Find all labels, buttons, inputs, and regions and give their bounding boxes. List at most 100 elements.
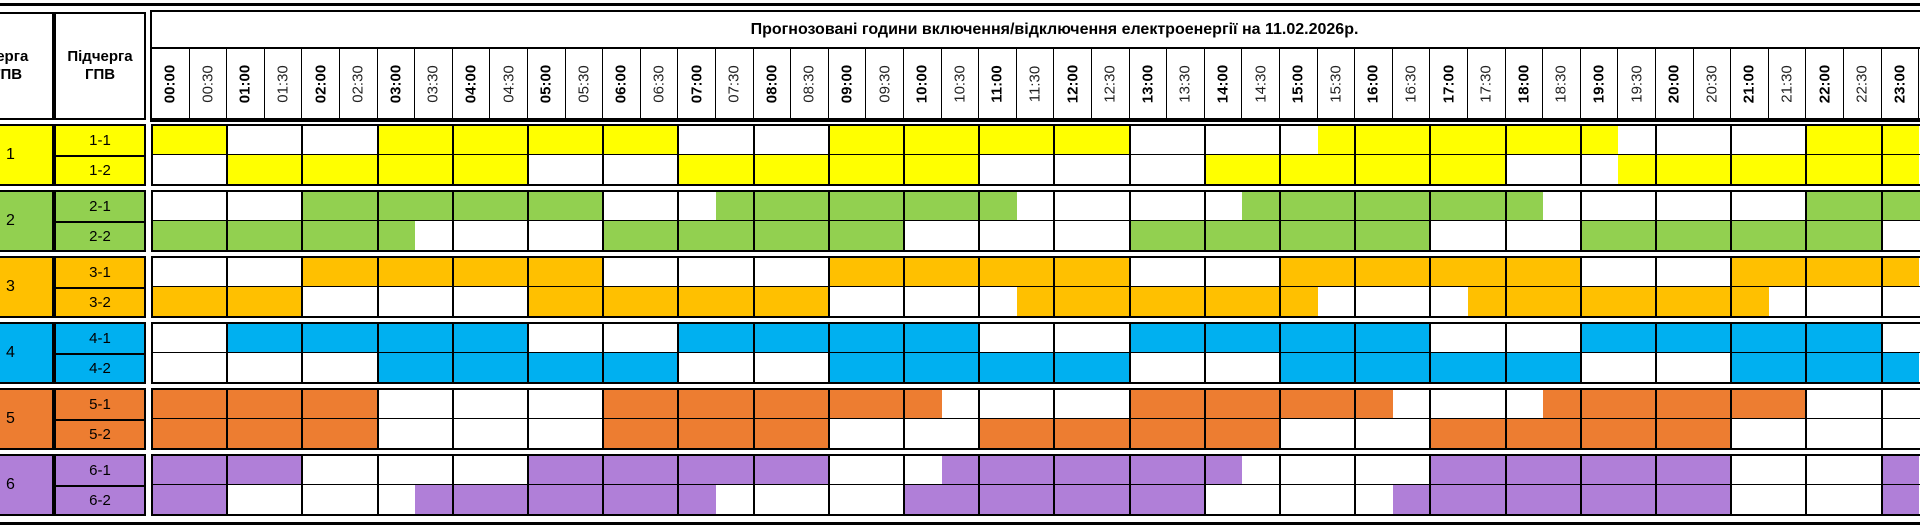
outage-slot: [415, 353, 453, 382]
power-slot: [1430, 324, 1468, 353]
hour-divider: [226, 388, 229, 450]
outage-slot: [753, 390, 792, 419]
outage-slot: [828, 324, 867, 353]
power-slot: [716, 126, 754, 155]
power-slot: [490, 221, 528, 250]
time-slot-label: 09:00: [838, 64, 856, 103]
power-slot: [1092, 221, 1130, 250]
power-slot: [1430, 390, 1468, 419]
outage-slot: [1768, 353, 1807, 382]
subgroup-3-1-cell: 3-1: [54, 256, 146, 289]
power-slot: [189, 155, 228, 184]
outage-slot: [490, 258, 528, 287]
time-slot-header: 06:30: [640, 49, 679, 120]
time-slot-label: 22:30: [1853, 64, 1871, 103]
hour-divider: [1128, 124, 1131, 186]
hour-divider: [1354, 256, 1357, 318]
power-slot: [941, 221, 980, 250]
outage-slot: [1693, 155, 1732, 184]
outage-slot: [264, 155, 303, 184]
hour-divider: [376, 388, 379, 450]
outage-slot: [791, 192, 829, 221]
power-slot: [189, 258, 228, 287]
outage-slot: [227, 324, 265, 353]
power-slot: [828, 419, 867, 448]
time-slot-label: 00:30: [199, 64, 217, 103]
outage-slot: [716, 456, 754, 485]
power-slot: [302, 485, 340, 514]
power-slot: [1280, 419, 1318, 448]
outage-slot: [1392, 485, 1431, 514]
power-slot: [753, 126, 792, 155]
outage-slot: [1167, 419, 1205, 448]
hour-divider: [1655, 124, 1657, 186]
outage-slot: [490, 324, 528, 353]
outage-slot: [1317, 324, 1356, 353]
outage-slot: [828, 192, 867, 221]
outage-slot: [1204, 456, 1243, 485]
time-slot-label: 01:00: [236, 64, 254, 103]
outage-slot: [490, 353, 528, 382]
outage-slot: [1768, 155, 1807, 184]
hour-divider: [1730, 454, 1733, 516]
outage-slot: [227, 155, 265, 184]
power-slot: [1167, 353, 1205, 382]
hour-divider: [451, 124, 454, 186]
hour-divider: [1128, 322, 1131, 384]
group-1-cell: 1: [0, 124, 54, 186]
outage-slot: [904, 126, 942, 155]
outage-slot: [452, 485, 491, 514]
hour-divider: [301, 124, 304, 186]
power-slot: [1543, 192, 1581, 221]
hour-divider: [903, 454, 905, 516]
power-slot: [1844, 485, 1882, 514]
subgroup-label: 5-2: [89, 426, 111, 443]
subgroup-column-header-label: Підчерга ГПВ: [67, 48, 133, 83]
outage-slot: [1355, 258, 1393, 287]
hour-divider: [752, 190, 755, 252]
power-slot: [1881, 324, 1920, 353]
outage-slot: [1580, 456, 1619, 485]
hour-divider: [1279, 190, 1281, 252]
outage-slot: [1016, 287, 1055, 316]
outage-slot: [678, 419, 716, 448]
outage-slot: [264, 419, 303, 448]
time-slot-label: 11:30: [1026, 65, 1044, 102]
outage-slot: [678, 287, 716, 316]
outage-slot: [1204, 221, 1243, 250]
outage-slot: [1392, 126, 1431, 155]
group-label: 6: [6, 476, 15, 493]
hour-divider: [1354, 124, 1357, 186]
outage-slot: [1618, 485, 1656, 514]
hour-divider: [1805, 124, 1808, 186]
power-slot: [1656, 258, 1694, 287]
power-slot: [640, 192, 679, 221]
power-slot: [490, 456, 528, 485]
outage-slot: [1204, 324, 1243, 353]
hour-divider: [1203, 388, 1206, 450]
outage-slot: [1844, 258, 1882, 287]
outage-slot: [1280, 258, 1318, 287]
outage-slot: [302, 324, 340, 353]
power-slot: [452, 221, 491, 250]
power-slot: [1054, 390, 1092, 419]
hour-divider: [602, 322, 605, 384]
time-slot-label: 19:00: [1590, 64, 1608, 103]
outage-slot: [1016, 126, 1055, 155]
hour-divider: [827, 190, 830, 252]
outage-slot: [340, 192, 378, 221]
power-slot: [565, 324, 604, 353]
power-slot: [1844, 456, 1882, 485]
power-slot: [791, 353, 829, 382]
outage-slot: [603, 419, 641, 448]
outage-slot: [979, 456, 1017, 485]
power-slot: [1016, 390, 1055, 419]
hour-divider: [301, 190, 304, 252]
time-slot-header: 14:00: [1204, 49, 1243, 120]
outage-slot: [1693, 419, 1732, 448]
outage-slot: [1054, 419, 1092, 448]
hour-divider: [677, 190, 680, 252]
hour-divider: [226, 190, 229, 252]
power-slot: [340, 126, 378, 155]
outage-slot: [1317, 353, 1356, 382]
